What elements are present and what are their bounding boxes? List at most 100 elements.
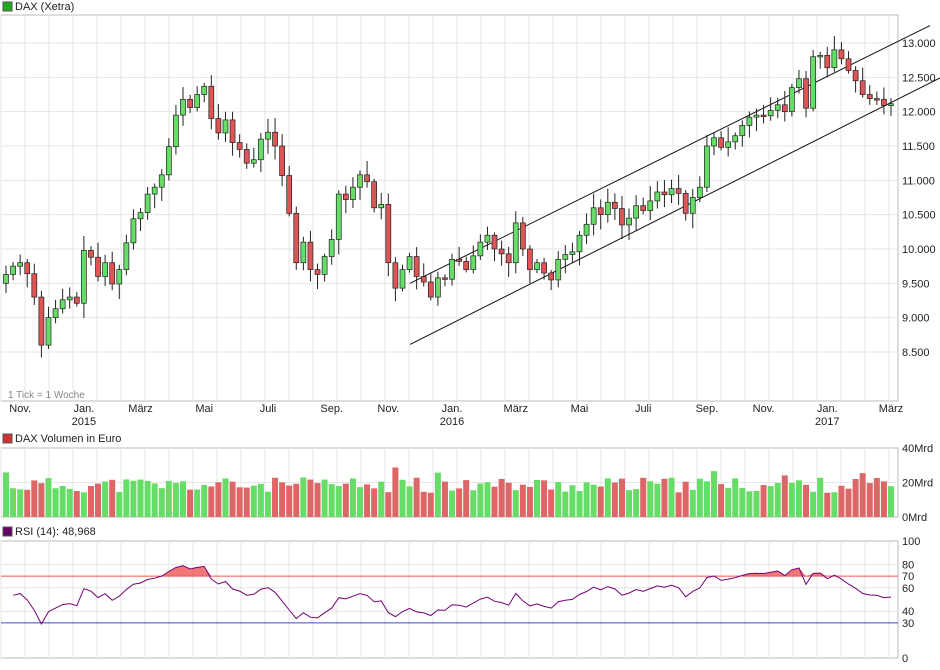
- volume-bar: [144, 480, 151, 517]
- candle-up: [144, 193, 151, 213]
- volume-bar: [342, 483, 349, 517]
- volume-bar: [229, 481, 236, 517]
- rsi-overbought-fill: [197, 566, 205, 577]
- x-tick-label: März: [128, 403, 152, 415]
- volume-bar: [633, 489, 640, 517]
- volume-bar: [470, 490, 477, 517]
- candle-down: [597, 207, 604, 216]
- volume-legend-swatch: [2, 433, 13, 444]
- volume-bars: [3, 467, 894, 517]
- rsi-line: [12, 565, 892, 626]
- volume-bar: [24, 489, 31, 517]
- volume-bar: [349, 478, 356, 517]
- candle-up: [689, 197, 696, 214]
- volume-bar: [420, 491, 427, 517]
- volume-bar: [250, 485, 257, 517]
- candle-down: [852, 70, 859, 82]
- candle-down: [456, 258, 462, 262]
- candle-down: [873, 98, 880, 101]
- volume-bar: [682, 481, 689, 517]
- candle-up: [17, 262, 24, 267]
- volume-bar: [817, 477, 824, 517]
- volume-bar: [201, 484, 208, 517]
- candle-up: [633, 205, 639, 219]
- candle-up: [767, 109, 774, 117]
- candle-down: [463, 261, 470, 270]
- volume-bar: [781, 475, 788, 517]
- candle-up: [753, 114, 760, 118]
- candle-up: [194, 94, 201, 108]
- volume-bar: [618, 478, 625, 517]
- volume-bar: [123, 479, 130, 517]
- volume-bar: [194, 489, 201, 517]
- x-tick-label: Nov.: [9, 403, 31, 415]
- volume-bar: [640, 477, 647, 517]
- candle-up: [3, 274, 9, 284]
- volume-y-tick-label: 40Mrd: [902, 443, 933, 455]
- candle-down: [95, 256, 101, 277]
- volume-bar: [286, 485, 293, 517]
- volume-bar: [59, 485, 66, 517]
- volume-bar: [31, 480, 38, 517]
- candle-down: [675, 188, 682, 194]
- volume-bar: [548, 489, 555, 517]
- x-tick-label: Mai: [195, 403, 213, 415]
- candle-up: [335, 193, 342, 240]
- candle-up: [52, 308, 59, 319]
- candle-up: [137, 212, 144, 220]
- rsi-overbought-fill: [190, 567, 198, 577]
- candle-up: [555, 258, 562, 281]
- candle-down: [88, 250, 94, 258]
- volume-bar: [725, 487, 732, 517]
- volume-bar: [484, 482, 491, 517]
- x-tick-year: 2015: [72, 416, 96, 428]
- volume-bar: [208, 486, 215, 517]
- volume-bar: [87, 486, 94, 517]
- x-tick-label: Nov.: [753, 403, 775, 415]
- volume-bar: [774, 482, 781, 517]
- candle-up: [888, 103, 894, 106]
- volume-bar: [597, 486, 604, 517]
- candle-down: [781, 104, 788, 113]
- volume-bar: [668, 477, 675, 517]
- candle-down: [272, 131, 278, 147]
- rsi-overbought-fill: [763, 572, 771, 577]
- volume-bar: [215, 482, 222, 517]
- volume-bar: [661, 478, 668, 517]
- candle-up: [449, 258, 455, 280]
- candle-down: [293, 212, 300, 264]
- candle-up: [406, 256, 413, 270]
- price-y-tick-label: 12.000: [902, 107, 936, 119]
- x-tick-label: März: [504, 403, 528, 415]
- price-y-tick-label: 9.500: [902, 278, 930, 290]
- volume-bar: [477, 483, 484, 517]
- volume-y-axis: 0Mrd 20Mrd 40Mrd: [902, 443, 933, 524]
- volume-bar: [378, 481, 385, 517]
- candle-up: [151, 186, 158, 195]
- channel-lower-line: [409, 77, 940, 345]
- volume-bar: [611, 482, 618, 517]
- volume-bar: [357, 487, 363, 517]
- candle-up: [102, 262, 108, 277]
- volume-bar: [795, 480, 802, 517]
- volume-bar: [852, 479, 859, 517]
- candle-up: [59, 299, 66, 310]
- volume-bar: [569, 485, 576, 517]
- candle-down: [498, 248, 505, 255]
- volume-bar: [803, 484, 810, 517]
- volume-y-tick-label: 0Mrd: [902, 512, 927, 524]
- candle-up: [321, 256, 328, 275]
- volume-bar: [739, 487, 746, 517]
- volume-bar: [328, 484, 335, 517]
- volume-bar: [314, 483, 321, 517]
- candle-down: [442, 277, 448, 280]
- volume-bar: [449, 490, 456, 517]
- volume-bar: [456, 488, 463, 517]
- candle-down: [619, 208, 625, 226]
- candle-up: [158, 174, 165, 188]
- rsi-panel-title: RSI (14): 48,968: [15, 526, 96, 538]
- candle-down: [505, 253, 512, 264]
- rsi-overbought-fill: [168, 567, 176, 577]
- volume-bar: [222, 478, 229, 517]
- candle-down: [420, 276, 427, 283]
